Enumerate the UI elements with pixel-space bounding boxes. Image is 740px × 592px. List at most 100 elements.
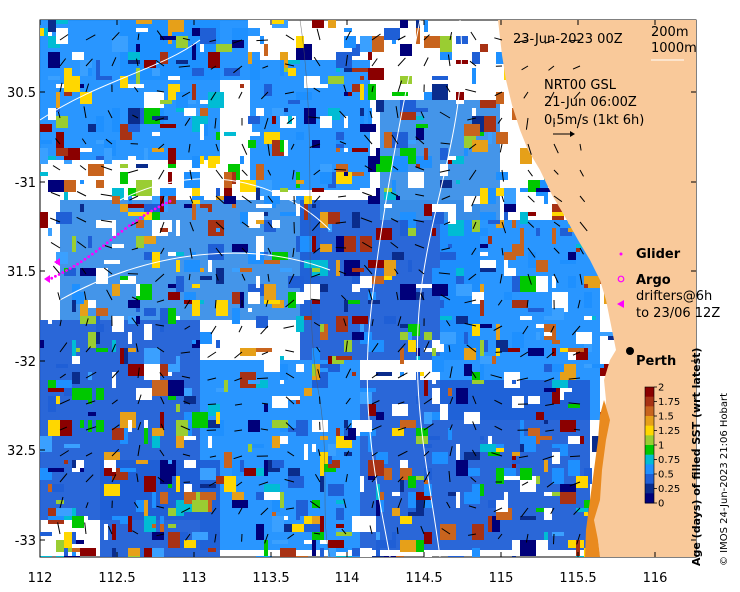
sst-cell (128, 204, 144, 208)
sst-cell (544, 460, 548, 472)
current-arrow (260, 428, 269, 431)
sst-cell (144, 148, 148, 160)
current-arrow (210, 325, 217, 335)
sst-cell (280, 60, 284, 76)
sst-cell (248, 20, 260, 28)
sst-cell (344, 28, 352, 32)
perth-marker (626, 347, 634, 355)
drifter-legend-icon (617, 300, 624, 308)
sst-cell (304, 76, 320, 88)
sst-cell (48, 316, 52, 324)
current-arrow (550, 507, 555, 515)
sst-cell (232, 204, 236, 208)
current-arrow (59, 319, 62, 327)
sst-cell (456, 492, 460, 508)
sst-cell (328, 452, 332, 464)
colorbar-swatch (645, 483, 654, 494)
sst-cell (352, 516, 364, 532)
current-arrow (100, 165, 113, 171)
sst-cell (96, 324, 104, 332)
current-arrow (545, 429, 555, 432)
current-arrow (423, 371, 431, 379)
sst-cell (64, 444, 80, 448)
sst-cell (192, 108, 204, 116)
sst-cell (416, 164, 420, 168)
current-arrow (310, 273, 321, 278)
current-arrow (523, 91, 529, 99)
current-arrow (553, 247, 560, 254)
current-arrow (319, 396, 321, 405)
current-arrow (579, 169, 584, 177)
sst-cell (320, 540, 328, 544)
sst-cell (240, 84, 244, 88)
sst-cell (264, 260, 280, 264)
current-arrow (214, 299, 217, 309)
sst-cell (392, 532, 396, 548)
sst-cell (520, 148, 532, 164)
current-arrow (449, 32, 453, 41)
sst-cell (552, 212, 564, 216)
sst-cell (472, 196, 480, 204)
current-arrow (288, 273, 295, 285)
x-tick-label: 114 (335, 571, 360, 586)
sst-cell (336, 556, 352, 557)
sst-cell (248, 36, 260, 52)
sst-cell (128, 52, 140, 60)
sst-cell (240, 332, 256, 340)
sst-cell (272, 436, 280, 448)
sst-cell (360, 124, 376, 132)
sst-cell (360, 84, 364, 100)
x-tick-label: 113.5 (252, 571, 289, 586)
current-arrow (292, 247, 295, 258)
current-arrow (155, 273, 165, 282)
sst-cell (544, 364, 556, 372)
sst-cell (64, 532, 72, 548)
sst-cell (560, 388, 572, 392)
sst-cell (512, 220, 516, 228)
sst-cell (288, 292, 296, 308)
current-arrow (345, 450, 350, 457)
sst-cell (536, 540, 548, 552)
sst-cell (64, 388, 76, 396)
sst-cell (152, 436, 160, 448)
sst-cell (296, 556, 308, 557)
sst-cell (584, 284, 588, 288)
sst-cell (216, 164, 228, 172)
sst-cell (152, 548, 164, 557)
sst-cell (296, 204, 300, 216)
current-arrow (107, 110, 113, 119)
current-arrow (520, 351, 529, 358)
drifters-legend-1: drifters@6h (636, 289, 712, 304)
current-arrow (579, 247, 584, 255)
sst-cell (296, 36, 304, 48)
sst-cell (176, 108, 184, 112)
current-arrow (85, 346, 92, 353)
sst-cell (304, 108, 316, 124)
current-arrow (156, 299, 165, 303)
current-arrow (137, 367, 140, 379)
sst-cell (48, 484, 64, 492)
sst-cell (296, 236, 300, 252)
sst-cell (168, 292, 180, 300)
sst-cell (560, 444, 568, 456)
sst-cell (504, 260, 508, 272)
current-arrow (550, 325, 555, 333)
glider-track (44, 199, 172, 283)
sst-cell (328, 356, 332, 364)
sst-cell (168, 364, 180, 372)
current-arrow (85, 502, 89, 509)
sst-cell (72, 356, 80, 364)
sst-cell (184, 412, 192, 420)
current-arrow (155, 59, 165, 67)
sst-cell (248, 116, 260, 124)
sst-cell (464, 412, 480, 424)
colorbar-swatch (645, 454, 654, 465)
sst-cell (328, 444, 336, 456)
current-arrow (339, 110, 347, 119)
sst-cell (424, 436, 440, 440)
sst-cell (184, 260, 200, 272)
glider-point (83, 257, 87, 261)
current-arrow (156, 505, 165, 509)
sst-cell (552, 228, 556, 244)
sst-cell (176, 276, 184, 292)
